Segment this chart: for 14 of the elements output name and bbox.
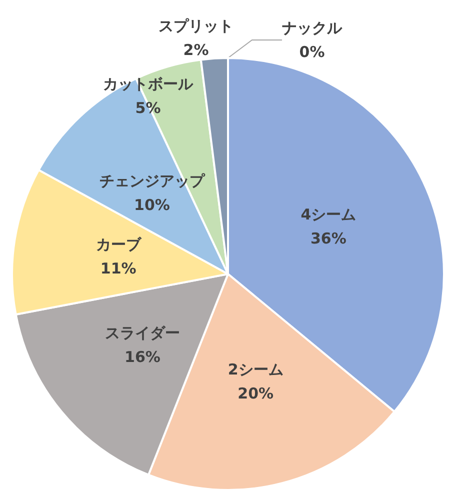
data-label: 36% bbox=[310, 230, 346, 248]
slice-label: スライダー bbox=[104, 324, 180, 342]
category-label: ナックル bbox=[282, 19, 342, 37]
slice-label: カットボール bbox=[103, 75, 194, 93]
slice-label: カーブ bbox=[96, 236, 142, 254]
data-label: 20% bbox=[238, 384, 274, 403]
slice-label: 2シーム bbox=[228, 360, 284, 379]
data-label: 11% bbox=[100, 260, 136, 278]
data-label: 10% bbox=[134, 196, 170, 214]
slice-label: 4シーム bbox=[300, 206, 356, 224]
text: 0% bbox=[299, 43, 325, 61]
data-label: 2% bbox=[183, 41, 209, 59]
data-label: 16% bbox=[124, 348, 160, 366]
slice-label: スプリット bbox=[158, 17, 234, 35]
